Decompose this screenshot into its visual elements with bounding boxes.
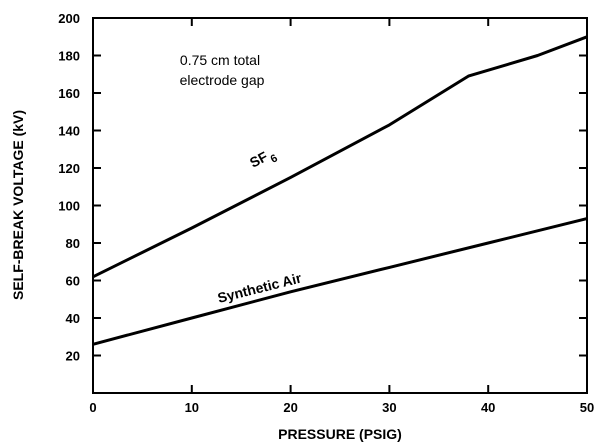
y-tick-label: 40 <box>66 311 80 326</box>
x-tick-label: 30 <box>382 400 396 415</box>
x-tick-label: 40 <box>481 400 495 415</box>
y-tick-label: 80 <box>66 236 80 251</box>
x-tick-label: 10 <box>185 400 199 415</box>
y-tick-label: 120 <box>58 161 80 176</box>
series-line-synthetic-air <box>92 217 588 346</box>
x-tick-label: 20 <box>283 400 297 415</box>
y-tick-label: 60 <box>66 274 80 289</box>
series-label-sf6-main: SF <box>247 148 271 171</box>
series-lines <box>92 35 588 346</box>
y-tick-label: 160 <box>58 86 80 101</box>
annotation-line-1: 0.75 cm total <box>180 52 260 68</box>
y-tick-label: 20 <box>66 349 80 364</box>
axis-ticks <box>92 17 588 393</box>
x-tick-label: 50 <box>580 400 594 415</box>
y-tick-label: 200 <box>58 11 80 26</box>
svg-text:SF6: SF6 <box>247 144 280 175</box>
series-label-sf6: SF6 <box>247 144 280 175</box>
y-tick-labels: 20 40 60 80 100 120 140 160 180 200 <box>58 11 80 364</box>
y-tick-label: 140 <box>58 124 80 139</box>
plot-frame <box>92 17 588 394</box>
y-tick-label: 180 <box>58 49 80 64</box>
series-label-sf6-subscript: 6 <box>269 152 280 165</box>
x-tick-label: 0 <box>89 400 96 415</box>
y-axis-title: SELF-BREAK VOLTAGE (kV) <box>10 110 26 300</box>
x-tick-labels: 0 10 20 30 40 50 <box>89 400 594 415</box>
series-line-sf6 <box>92 35 588 279</box>
annotation-line-2: electrode gap <box>180 72 265 88</box>
y-tick-label: 100 <box>58 199 80 214</box>
x-axis-title: PRESSURE (PSIG) <box>278 426 402 442</box>
